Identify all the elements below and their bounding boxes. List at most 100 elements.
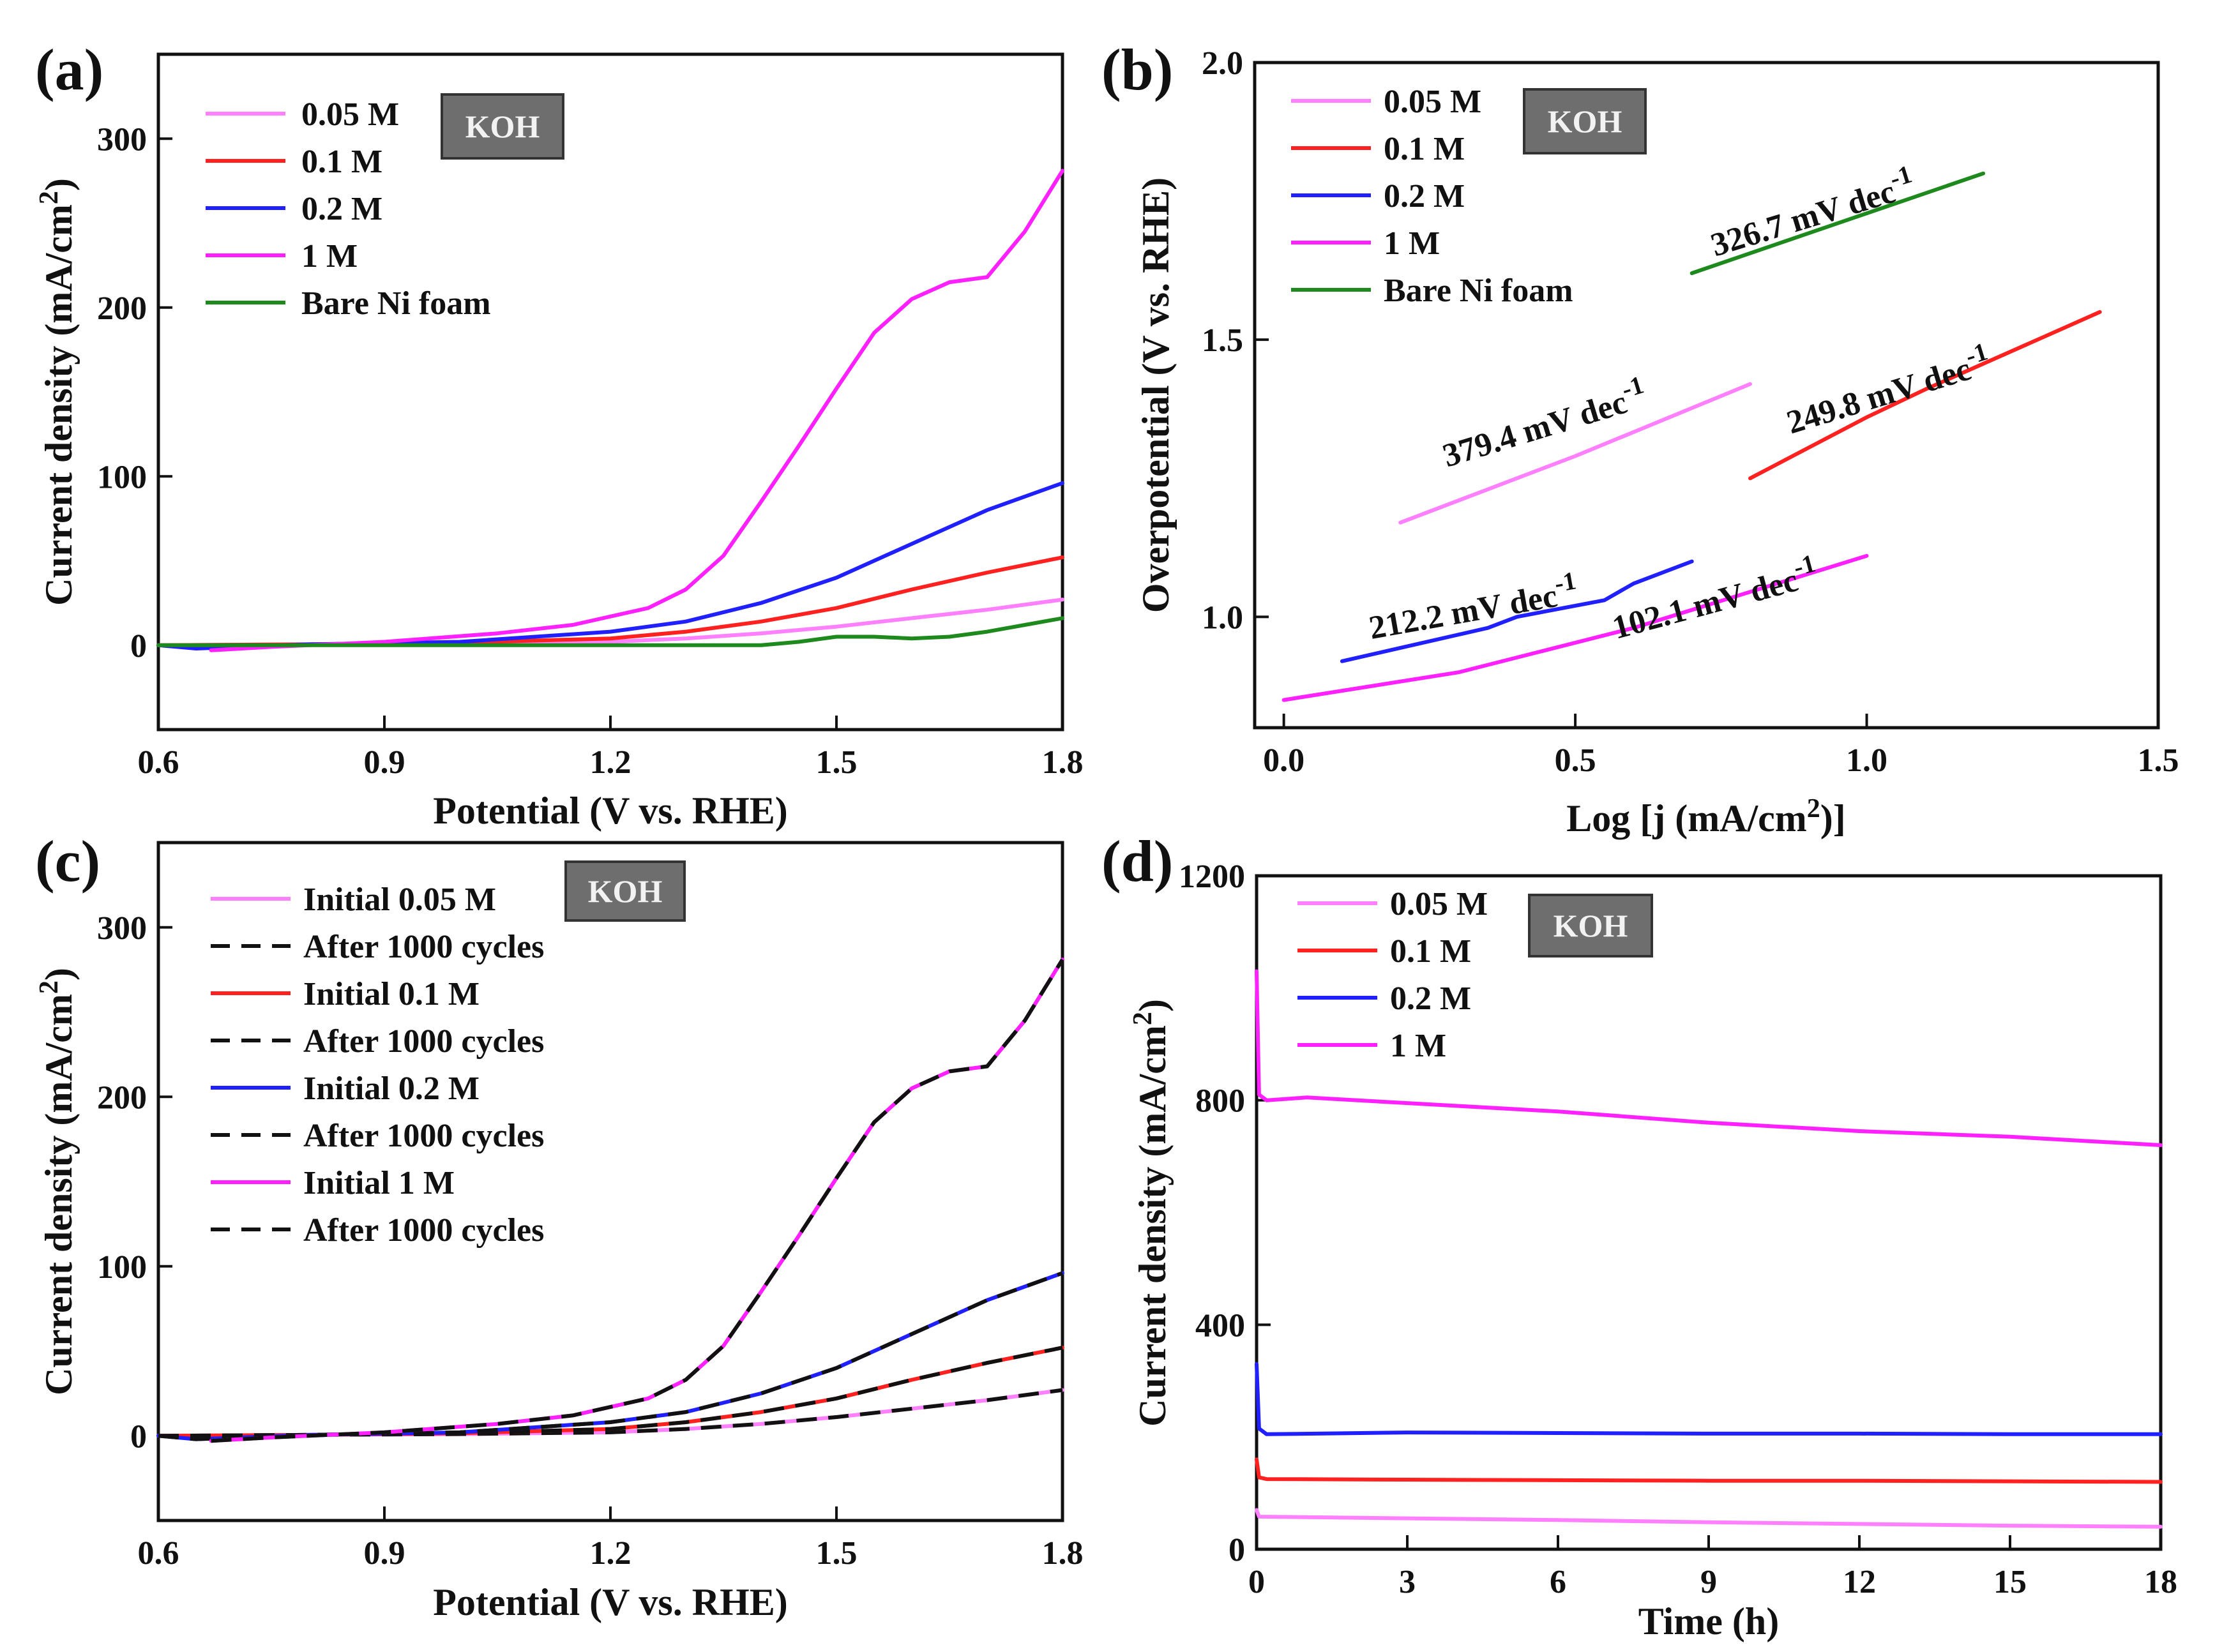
panel-a-y-tick-label: 0 xyxy=(130,628,147,665)
panel-b-y-ticks: 1.0 1.5 2.0 xyxy=(1202,45,1269,636)
panel-b-slope-annotations: 379.4 mV dec-1 249.8 mV dec-1 212.2 mV dec… xyxy=(1366,160,1995,647)
panel-b-x-ticks: 0.0 0.5 1.0 1.5 xyxy=(1263,714,2179,779)
panel-c-y-axis-label: Current density (mA/cm2) xyxy=(34,968,80,1395)
panel-b-koh-badge: KOH xyxy=(1523,88,1647,154)
panel-d-x-tick-label: 18 xyxy=(2144,1564,2177,1600)
panel-c-legend: Initial 0.05 M After 1000 cycles Initial 0… xyxy=(211,882,544,1249)
panel-a-plot-frame xyxy=(156,52,1064,732)
panel-d-series-group xyxy=(1255,969,2163,1529)
panel-b-series-line-2 xyxy=(1340,559,1694,663)
panel-a-legend-label: Bare Ni foam xyxy=(301,285,491,322)
panel-d-legend: 0.05 M 0.1 M 0.2 M 1 M xyxy=(1297,886,1488,1064)
panel-a-y-tick-label: 300 xyxy=(97,121,147,158)
panel-c-y-ticks: 0 100 200 300 xyxy=(97,910,172,1455)
panel-a-x-tick-label: 1.8 xyxy=(1042,744,1084,781)
panel-a-koh-label: KOH xyxy=(465,109,540,144)
panel-a-x-tick-label: 1.2 xyxy=(590,744,631,781)
panel-a-y-axis-label: Current density (mA/cm2) xyxy=(34,178,80,606)
panel-c-legend-label: Initial 1 M xyxy=(303,1165,455,1201)
panel-c-y-tick-label: 200 xyxy=(97,1079,147,1116)
panel-b-legend-label: Bare Ni foam xyxy=(1384,273,1573,309)
panel-a-y-tick-label: 100 xyxy=(97,459,147,495)
panel-a-series-line-4 xyxy=(156,616,1064,647)
panel-a-x-tick-label: 0.6 xyxy=(138,744,179,781)
panel-d-x-tick-label: 6 xyxy=(1550,1564,1566,1600)
panel-d-legend-label: 0.2 M xyxy=(1390,980,1471,1017)
panel-c-letter: (c) xyxy=(35,829,100,894)
panel-a-y-tick-label: 200 xyxy=(97,290,147,327)
panel-d-legend-label: 1 M xyxy=(1390,1028,1446,1064)
panel-d-letter: (d) xyxy=(1101,829,1173,894)
panel-a-y-ticks: 0 100 200 300 xyxy=(97,121,172,665)
panel-b-y-tick-label: 1.5 xyxy=(1202,322,1243,359)
panel-d-koh-badge: KOH xyxy=(1528,894,1653,957)
panel-b-legend-label: 0.1 M xyxy=(1384,131,1465,167)
panel-c-legend-label: Initial 0.1 M xyxy=(303,976,480,1012)
panel-b-koh-label: KOH xyxy=(1548,103,1622,139)
panel-a-legend: 0.05 M 0.1 M 0.2 M 1 M Bare Ni foam xyxy=(206,96,491,322)
panel-b-plot-frame xyxy=(1253,61,2160,730)
panel-b-series-line-4 xyxy=(1690,171,1986,275)
panel-c-legend-label: Initial 0.05 M xyxy=(303,882,496,918)
panel-b-slope-annotation: 249.8 mV dec-1 xyxy=(1780,336,1995,441)
panel-c-series-line-4 xyxy=(156,1271,1064,1441)
panel-b-slope-annotation: 102.1 mV dec-1 xyxy=(1606,548,1822,646)
panel-c-x-tick-label: 1.8 xyxy=(1042,1535,1084,1572)
panel-d-x-tick-label: 12 xyxy=(1843,1564,1876,1600)
panel-a-x-ticks: 0.6 0.9 1.2 1.5 1.8 xyxy=(138,716,1084,781)
panel-c-y-tick-label: 100 xyxy=(97,1249,147,1286)
panel-c-x-tick-label: 1.2 xyxy=(590,1535,631,1572)
panel-c-series-line-7 xyxy=(211,958,1064,1443)
panel-c-x-axis-label: Potential (V vs. RHE) xyxy=(433,1581,788,1623)
panel-b-x-tick-label: 0.5 xyxy=(1555,742,1596,779)
panel-c-y-tick-label: 0 xyxy=(130,1418,147,1455)
panel-a-legend-label: 1 M xyxy=(301,238,358,274)
panel-b-slope-annotation: 379.4 mV dec-1 xyxy=(1436,370,1651,475)
panel-d-x-ticks: 0 3 6 9 12 15 18 xyxy=(1248,1535,2177,1600)
panel-d-series-line-1 xyxy=(1255,1457,2163,1484)
panel-d-plot-frame xyxy=(1255,874,2163,1551)
panel-c-legend-label: Initial 0.2 M xyxy=(303,1070,480,1107)
panel-b-y-tick-label: 2.0 xyxy=(1202,45,1243,82)
panel-d-y-tick-label: 800 xyxy=(1195,1083,1245,1120)
panel-c-koh-label: KOH xyxy=(588,873,663,909)
panel-b-x-tick-label: 1.0 xyxy=(1846,742,1887,779)
panel-c: (c) 0.6 0.9 1.2 1.5 1.8 0 100 200 300 Potential… xyxy=(34,829,1084,1623)
panel-a-x-tick-label: 0.9 xyxy=(364,744,405,781)
panel-d-series-line-3 xyxy=(1255,969,2163,1147)
panel-a-x-tick-label: 1.5 xyxy=(816,744,858,781)
panel-b-series-group xyxy=(1281,171,2102,702)
panel-d-koh-label: KOH xyxy=(1554,908,1628,943)
panel-b-y-tick-label: 1.0 xyxy=(1202,599,1243,636)
panel-a-series-line-3 xyxy=(209,169,1064,652)
panel-c-y-tick-label: 300 xyxy=(97,910,147,947)
panel-b-series-line-0 xyxy=(1398,382,1752,525)
panel-b-legend-label: 0.05 M xyxy=(1384,84,1481,120)
panel-c-x-ticks: 0.6 0.9 1.2 1.5 1.8 xyxy=(138,1506,1084,1572)
panel-a-series-line-2 xyxy=(156,481,1064,650)
panel-b-x-axis-label: Log [j (mA/cm2)] xyxy=(1566,794,1846,839)
panel-c-legend-label: After 1000 cycles xyxy=(303,1023,544,1060)
panel-d-x-tick-label: 0 xyxy=(1248,1564,1265,1600)
panel-d-x-tick-label: 3 xyxy=(1399,1564,1416,1600)
panel-c-series-line-5 xyxy=(158,1271,1064,1441)
panel-d: (d) 0 3 6 9 12 15 18 0 400 800 1200 Time (h) Curr… xyxy=(1101,829,2177,1642)
panel-c-legend-label: After 1000 cycles xyxy=(303,1212,544,1249)
panel-b-series-line-1 xyxy=(1748,310,2102,481)
panel-d-legend-label: 0.1 M xyxy=(1390,933,1471,970)
panel-b-legend: 0.05 M 0.1 M 0.2 M 1 M Bare Ni foam xyxy=(1291,84,1573,309)
panel-c-x-tick-label: 1.5 xyxy=(816,1535,858,1572)
panel-b: (b) 0.0 0.5 1.0 1.5 1.0 1.5 2.0 379.4 mV dec-… xyxy=(1101,37,2179,839)
panel-a-letter: (a) xyxy=(35,37,103,102)
panel-c-plot-frame xyxy=(156,841,1064,1522)
panel-a-legend-label: 0.2 M xyxy=(301,191,382,227)
panel-c-series-group xyxy=(156,957,1064,1443)
panel-d-series-line-0 xyxy=(1255,1508,2163,1529)
panel-b-x-tick-label: 1.5 xyxy=(2138,742,2179,779)
panel-a-legend-label: 0.05 M xyxy=(301,96,399,133)
panel-d-y-axis-label: Current density (mA/cm2) xyxy=(1128,999,1174,1427)
panel-d-y-tick-label: 400 xyxy=(1195,1307,1245,1344)
panel-c-legend-label: After 1000 cycles xyxy=(303,1118,544,1154)
panel-a-x-axis-label: Potential (V vs. RHE) xyxy=(433,790,788,832)
